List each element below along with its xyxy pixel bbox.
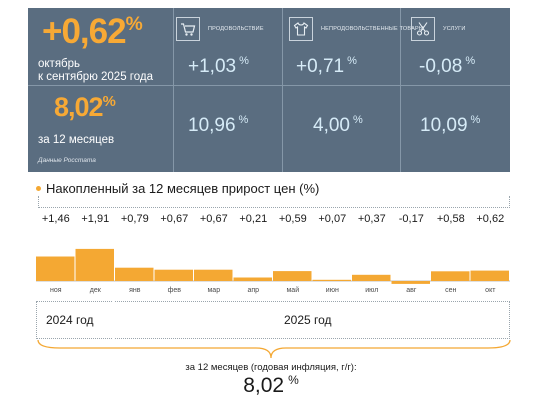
month-change-unit: % xyxy=(125,14,143,35)
nonfood-annual-value: 4,00% xyxy=(313,114,363,136)
month-label: мар xyxy=(207,287,221,294)
summary-value: 8,02% xyxy=(243,373,299,397)
food-month-value: +1,03% xyxy=(188,55,249,77)
category-food-label: ПРОДОВОЛЬСТВИЕ xyxy=(208,26,264,32)
title-bullet-dot xyxy=(36,186,41,191)
annual-label: за 12 месяцев xyxy=(38,134,115,146)
scissors-icon xyxy=(411,17,435,41)
month-label: окт xyxy=(485,287,496,294)
bar-апр xyxy=(233,277,272,281)
bar-окт xyxy=(470,270,509,281)
summary-unit: % xyxy=(288,373,299,387)
bar-chart xyxy=(36,248,510,284)
bar-ноя xyxy=(36,256,75,281)
bar-июн xyxy=(312,279,351,281)
bar-дек xyxy=(75,248,114,281)
value-label: +0,79 xyxy=(120,213,149,225)
value-label: +1,46 xyxy=(41,213,70,225)
annual-unit: % xyxy=(102,94,116,110)
category-food-header: ПРОДОВОЛЬСТВИЕ xyxy=(176,17,264,41)
services-annual-value: 10,09% xyxy=(420,114,481,136)
year-2025-frame xyxy=(115,301,510,339)
bar-авг xyxy=(391,281,430,284)
bar-фев xyxy=(154,269,193,281)
value-label: +0,62 xyxy=(476,213,505,225)
month-label: авг xyxy=(406,287,417,294)
value-label: +1,91 xyxy=(81,213,110,225)
food-annual-value: 10,96% xyxy=(188,114,249,136)
value-label: -0,17 xyxy=(398,213,424,225)
month-label: дек xyxy=(89,287,101,294)
value-label: +0,67 xyxy=(199,213,228,225)
shopping-cart-icon xyxy=(176,17,200,41)
category-nonfood-header: НЕПРОДОВОЛЬСТВЕННЫЕ ТОВАРЫ xyxy=(289,17,424,41)
data-source: Данные Росстата xyxy=(38,157,96,164)
bar-сен xyxy=(431,271,470,281)
value-label: +0,37 xyxy=(357,213,386,225)
nonfood-month-value: +0,71% xyxy=(296,55,357,77)
bar-мар xyxy=(194,269,233,281)
month-change-label: октябрь к сентябрю 2025 года xyxy=(38,58,153,83)
month-label: апр xyxy=(247,287,260,294)
category-nonfood-label: НЕПРОДОВОЛЬСТВЕННЫЕ ТОВАРЫ xyxy=(321,26,424,32)
month-label: сен xyxy=(445,287,457,294)
chart-title-frame xyxy=(38,196,510,208)
month-label: янв xyxy=(129,287,141,294)
value-label: +0,58 xyxy=(436,213,465,225)
year-2024-label: 2024 год xyxy=(44,313,96,327)
category-services-header: УСЛУГИ xyxy=(411,17,466,41)
value-label: +0,67 xyxy=(160,213,189,225)
month-label: июн xyxy=(325,287,339,294)
summary-label: за 12 месяцев (годовая инфляция, г/г): xyxy=(185,362,357,373)
value-label: +0,21 xyxy=(239,213,268,225)
bar-янв xyxy=(115,267,154,281)
services-month-value: -0,08% xyxy=(419,55,476,77)
month-label: фев xyxy=(167,287,181,294)
bar-май xyxy=(273,271,312,281)
value-label: +0,07 xyxy=(318,213,347,225)
year-2024-frame xyxy=(36,301,112,339)
year-2025-label: 2025 год xyxy=(282,313,334,327)
chart-title: Накопленный за 12 месяцев прирост цен (%… xyxy=(46,181,320,196)
bar-июл xyxy=(352,274,391,281)
annual-value: 8,02% xyxy=(54,92,116,122)
month-label: июл xyxy=(365,287,379,294)
stats-panel: +0,62% октябрь к сентябрю 2025 года 8,02… xyxy=(28,8,510,172)
category-services-label: УСЛУГИ xyxy=(443,26,466,32)
month-label: май xyxy=(286,287,300,294)
month-change-value: +0,62% xyxy=(42,12,143,51)
clothing-icon xyxy=(289,17,313,41)
month-label: ноя xyxy=(50,287,62,294)
value-label: +0,59 xyxy=(278,213,307,225)
